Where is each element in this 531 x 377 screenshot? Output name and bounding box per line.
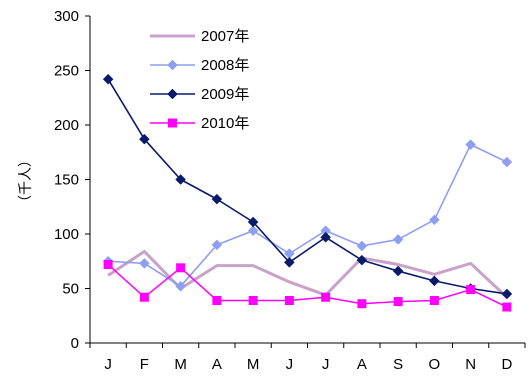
y-tick-label: 50 [62, 281, 79, 298]
legend-label: 2009年 [201, 86, 249, 103]
x-tick-label: A [212, 356, 222, 373]
y-tick-label: 200 [54, 117, 79, 134]
legend-item: 2010年 [150, 115, 249, 132]
x-tick-label: D [501, 356, 512, 373]
legend-label: 2007年 [201, 28, 249, 45]
data-point [103, 260, 113, 270]
legend-marker [167, 88, 178, 100]
series-4 [103, 260, 512, 312]
x-tick-label: O [429, 356, 441, 373]
data-point [357, 299, 367, 309]
data-point [392, 265, 404, 277]
data-point [212, 295, 222, 305]
y-axis-label: （千人） [17, 153, 33, 209]
data-point [501, 156, 513, 168]
legend-label: 2008年 [201, 57, 249, 74]
data-point [321, 292, 331, 302]
data-point [465, 139, 476, 150]
legend-item: 2007年 [150, 28, 249, 45]
x-tick-label: S [393, 356, 403, 373]
legend-label: 2010年 [201, 115, 249, 132]
y-tick-label: 100 [54, 226, 79, 243]
y-tick-label: 300 [54, 8, 79, 25]
y-tick-label: 250 [54, 63, 79, 80]
x-tick-label: N [465, 356, 476, 373]
data-point [502, 302, 512, 312]
data-point [175, 174, 186, 185]
data-point [356, 254, 368, 266]
y-axis: 0 50 100 150 200 250 300 [54, 8, 91, 352]
series-line [107, 249, 508, 299]
legend: 2007年 2008年 2009年 2010年 [150, 28, 249, 132]
data-point [393, 297, 403, 307]
legend-item: 2008年 [150, 57, 249, 74]
data-point [248, 295, 258, 305]
legend-item: 2009年 [150, 86, 249, 103]
x-tick-label: J [104, 356, 112, 373]
data-point [466, 285, 476, 295]
data-point [284, 295, 294, 305]
data-point [211, 239, 223, 251]
legend-marker [167, 59, 178, 71]
x-tick-label: J [322, 356, 330, 373]
x-tick-label: M [174, 356, 187, 373]
data-point [175, 280, 186, 292]
series-1 [107, 249, 508, 299]
data-point [102, 73, 114, 85]
legend-marker [168, 118, 177, 128]
series-line [107, 78, 507, 295]
x-tick-label: J [286, 356, 294, 373]
y-tick-label: 0 [71, 335, 79, 352]
data-point [429, 214, 440, 226]
data-point [356, 240, 368, 252]
data-point [429, 295, 439, 305]
data-point [176, 263, 186, 273]
data-point [139, 133, 150, 145]
data-point [284, 256, 295, 268]
y-tick-label: 150 [54, 172, 79, 189]
data-point [501, 288, 513, 300]
y-ticks: 0 50 100 150 200 250 300 [54, 8, 90, 352]
data-point [247, 225, 259, 237]
data-point [139, 258, 150, 269]
series-line [108, 143, 508, 288]
data-point [392, 234, 404, 245]
data-point [139, 292, 149, 302]
x-tick-label: M [247, 356, 260, 373]
x-tick-label: A [357, 356, 367, 373]
data-point [211, 193, 223, 205]
series-line [107, 263, 508, 308]
x-tick-label: F [140, 356, 149, 373]
series-group [102, 73, 513, 312]
data-point [429, 275, 440, 287]
data-point [320, 231, 331, 243]
data-point [247, 216, 259, 228]
